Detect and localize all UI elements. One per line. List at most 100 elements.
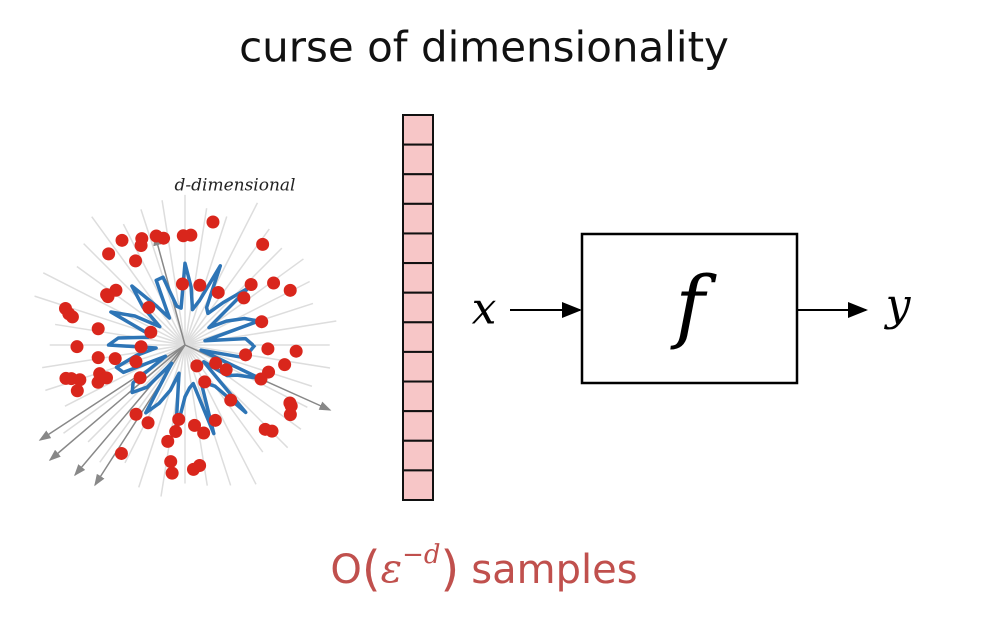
sample-dot xyxy=(141,416,155,430)
sample-dot xyxy=(100,288,114,302)
caption-open: ( xyxy=(362,541,381,597)
axis-ray xyxy=(184,216,228,346)
sample-dot xyxy=(208,413,222,427)
sample-dot xyxy=(172,412,186,426)
vector-cell xyxy=(402,380,434,413)
sample-dot xyxy=(165,466,179,480)
sample-dot xyxy=(190,359,204,373)
sample-dot xyxy=(239,348,253,362)
axis-ray xyxy=(63,344,186,434)
sample-dot xyxy=(289,344,303,358)
sample-dot xyxy=(157,231,171,245)
sample-dot xyxy=(58,301,72,315)
vector-cell xyxy=(402,439,434,472)
sample-dot xyxy=(197,426,211,440)
illustration xyxy=(34,194,337,497)
sample-dot xyxy=(59,371,73,385)
sample-dot xyxy=(129,355,143,369)
sample-dot xyxy=(283,408,297,422)
axis-ray xyxy=(138,344,186,488)
sample-dot xyxy=(70,340,84,354)
title: curse of dimensionality xyxy=(239,23,729,72)
sample-dot xyxy=(73,373,87,387)
vector-cell xyxy=(402,202,434,235)
caption-o: O xyxy=(330,547,361,593)
axis-ray xyxy=(91,216,186,346)
sample-dot xyxy=(211,285,225,299)
vector-cell xyxy=(402,321,434,353)
input-label: x xyxy=(472,284,497,335)
sample-dot xyxy=(135,232,149,246)
sample-dot xyxy=(206,215,220,229)
sample-dot xyxy=(198,375,212,389)
sample-dot xyxy=(91,322,105,336)
sample-dot xyxy=(169,425,183,439)
sample-dot xyxy=(265,424,279,438)
sample-dot xyxy=(176,229,190,243)
output-label: y xyxy=(884,280,912,331)
sample-dot xyxy=(115,233,129,247)
axis-ray xyxy=(161,200,186,346)
vector-cell xyxy=(402,469,434,501)
caption: O(ε−d) samples xyxy=(330,540,637,597)
sample-dot xyxy=(209,356,223,370)
illustration-label: d-dimensional xyxy=(175,176,296,196)
sample-dot xyxy=(267,276,281,290)
sample-dot xyxy=(114,446,128,460)
sample-dot xyxy=(255,315,269,329)
vector-cell xyxy=(402,143,434,176)
sample-dot xyxy=(193,278,207,292)
sample-dot xyxy=(261,342,275,356)
sample-dot xyxy=(224,393,238,407)
axis-ray xyxy=(184,344,331,369)
axis-ray xyxy=(34,295,186,346)
vector-cell xyxy=(402,114,434,146)
sample-dot xyxy=(164,455,178,469)
vector-cell xyxy=(402,410,434,442)
sample-dot xyxy=(134,340,148,354)
vector-cell xyxy=(402,291,434,324)
sample-dot xyxy=(237,291,251,305)
sample-dot xyxy=(278,358,292,372)
sample-dot xyxy=(161,434,175,448)
sample-dot xyxy=(219,363,233,377)
sample-dot xyxy=(108,352,122,366)
vector-cell xyxy=(402,232,434,265)
sample-dot xyxy=(102,247,116,261)
sample-dot xyxy=(244,278,258,292)
sample-dot xyxy=(142,300,156,314)
axis-ray xyxy=(54,323,186,346)
axis-ray xyxy=(184,344,302,430)
sample-dot xyxy=(256,237,270,251)
function-box xyxy=(580,232,799,385)
sample-dot xyxy=(188,418,202,432)
sample-dot xyxy=(175,277,189,291)
sample-dot xyxy=(144,325,158,339)
axis-ray xyxy=(184,208,208,346)
sample-dot xyxy=(133,371,147,385)
sample-dot xyxy=(193,459,207,473)
sample-dot xyxy=(283,396,297,410)
sample-dot xyxy=(283,283,297,297)
vector-cell xyxy=(402,173,434,205)
sample-dot xyxy=(254,372,268,386)
axis-ray xyxy=(76,265,186,346)
sample-dot xyxy=(129,254,143,268)
caption-close: ) xyxy=(441,541,460,597)
vector-cell xyxy=(402,350,434,383)
caption-exponent: −d xyxy=(402,540,440,570)
caption-unit: samples xyxy=(471,547,637,593)
vector-cell xyxy=(402,262,434,294)
axis-ray xyxy=(42,272,186,346)
axis-ray xyxy=(184,202,259,346)
caption-epsilon: ε xyxy=(381,546,402,592)
axis-ray xyxy=(87,344,186,443)
vector xyxy=(402,114,434,501)
axis-ray xyxy=(184,228,270,346)
axis-ray xyxy=(122,223,186,346)
sample-dot xyxy=(100,371,114,385)
axis-ray xyxy=(124,344,186,464)
sample-dot xyxy=(91,351,105,365)
sample-dot xyxy=(129,407,143,421)
